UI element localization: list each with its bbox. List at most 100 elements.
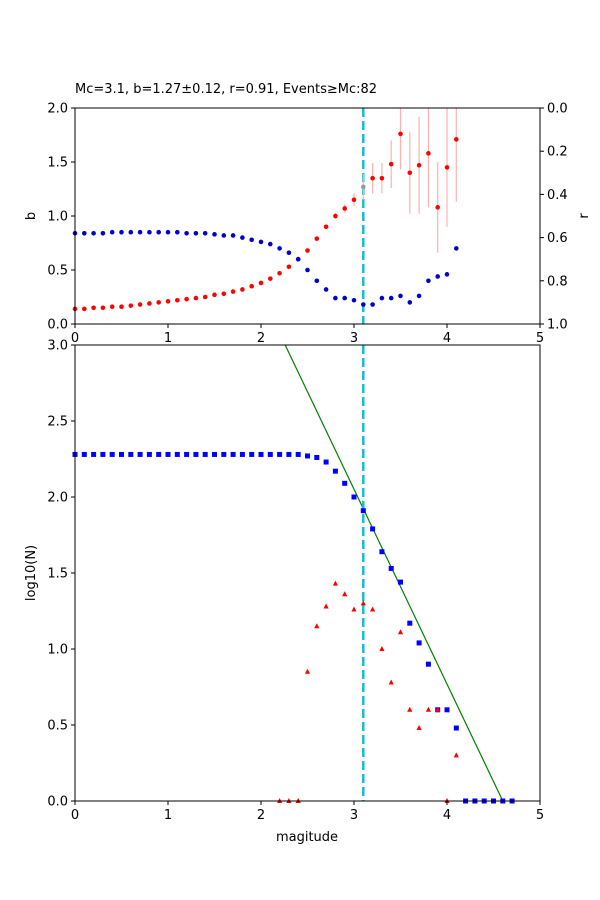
top-y-tick-label: 2.0: [47, 102, 68, 117]
noncumulative-count-point: [342, 591, 348, 597]
top-x-tick-label: 3: [350, 331, 358, 346]
top-x-tick-label: 0: [71, 331, 79, 346]
b-value-point: [100, 305, 106, 311]
cumulative-count-point: [128, 451, 134, 457]
cumulative-count-point: [230, 451, 236, 457]
b-value-point: [379, 175, 385, 181]
top-right-y-tick-label: 0.2: [547, 145, 568, 160]
top-y-tick-label: 1.0: [47, 210, 68, 225]
cumulative-count-point: [109, 451, 115, 457]
cumulative-count-point: [342, 480, 348, 486]
r-value-point: [361, 302, 366, 307]
b-value-point: [91, 305, 96, 311]
cumulative-count-point: [332, 468, 338, 474]
r-value-point: [370, 302, 375, 307]
b-value-point: [212, 292, 217, 298]
bottom-y-tick-label: 2.5: [47, 415, 68, 430]
b-value-point: [342, 206, 348, 211]
b-value-point: [388, 161, 394, 167]
top-x-tick-label: 2: [257, 331, 265, 346]
top-x-ticks: 0 1 2 3 4 5: [71, 324, 544, 346]
bottom-y-tick-label: 0.5: [47, 719, 68, 734]
bottom-x-tick-label: 2: [257, 808, 265, 823]
b-value-point: [454, 137, 459, 142]
cumulative-count-point: [360, 508, 366, 514]
noncumulative-count-point: [370, 606, 376, 612]
r-value-point: [221, 233, 227, 238]
cumulative-count-point: [137, 451, 143, 457]
bottom-x-tick-label: 0: [71, 808, 79, 823]
r-value-point: [109, 229, 115, 235]
top-y-tick-label: 1.5: [47, 156, 68, 171]
noncumulative-count-point: [407, 706, 413, 712]
cumulative-count-point: [277, 451, 283, 457]
cumulative-count-point: [165, 451, 171, 457]
cumulative-count-point: [398, 579, 403, 585]
b-value-point: [184, 296, 189, 302]
b-value-point: [435, 205, 441, 210]
noncumulative-count-point: [416, 725, 422, 731]
cumulative-count-point: [146, 451, 152, 457]
top-marks: [72, 108, 459, 324]
r-value-point: [379, 295, 385, 301]
cumulative-count-point: [416, 640, 422, 646]
noncumulative-count-point: [453, 752, 459, 758]
top-x-tick-label: 4: [443, 331, 451, 346]
top-x-tick-label: 1: [164, 331, 172, 346]
r-value-point: [435, 274, 441, 279]
noncumulative-count-point: [314, 623, 320, 629]
r-value-point: [202, 230, 208, 236]
r-value-point: [286, 250, 292, 256]
bottom-panel: 0 1 2 3 4 5 0.0 0.5 1.0 1.5 2.0 2.5 3.0 magitude lo…: [24, 339, 544, 846]
bottom-y-tick-label: 0.0: [47, 795, 68, 810]
b-value-point: [249, 283, 254, 289]
r-value-point: [407, 300, 413, 305]
cumulative-count-point: [100, 451, 106, 457]
r-value-point: [268, 241, 273, 247]
r-value-point: [388, 295, 394, 301]
top-right-y-tick-label: 0.4: [547, 188, 568, 203]
cumulative-count-point: [305, 453, 310, 459]
bottom-x-tick-label: 5: [536, 808, 544, 823]
gr-fit-line: [284, 344, 504, 802]
noncumulative-count-point: [360, 600, 366, 606]
r-value-point: [333, 295, 338, 301]
noncumulative-count-point: [425, 706, 431, 712]
r-value-point: [305, 267, 310, 273]
cumulative-count-point: [184, 451, 190, 457]
r-value-point: [119, 229, 124, 235]
b-value-point: [165, 299, 171, 304]
cumulative-count-point: [370, 526, 376, 532]
b-value-point: [119, 304, 124, 310]
noncumulative-count-point: [379, 646, 385, 651]
bottom-y-tick-label: 3.0: [47, 339, 68, 354]
top-right-y-tick-label: 0.0: [547, 102, 568, 117]
cumulative-count-point: [388, 565, 394, 571]
cumulative-count-point: [323, 459, 329, 465]
r-value-point: [240, 235, 245, 240]
cumulative-count-point: [351, 494, 357, 500]
r-value-point: [342, 295, 348, 301]
cumulative-count-point: [91, 451, 97, 457]
top-y-ticks: 0.0 0.5 1.0 1.5 2.0: [47, 102, 75, 333]
cumulative-count-point: [249, 451, 255, 457]
r-value-point: [212, 232, 217, 237]
b-value-point: [351, 197, 357, 203]
cumulative-count-point: [119, 451, 124, 457]
b-value-point: [258, 280, 264, 286]
cumulative-count-point: [314, 454, 320, 460]
noncumulative-count-point: [323, 603, 329, 609]
top-y-axis-label: b: [24, 212, 39, 220]
cumulative-count-point: [444, 707, 450, 713]
r-value-point: [277, 246, 282, 251]
b-value-point: [444, 165, 450, 170]
bottom-y-ticks: 0.0 0.5 1.0 1.5 2.0 2.5 3.0: [47, 339, 75, 810]
cumulative-count-point: [239, 451, 245, 457]
cumulative-count-point: [407, 620, 413, 626]
r-value-point: [351, 297, 357, 303]
r-value-point: [184, 230, 189, 236]
cumulative-count-point: [258, 451, 264, 457]
cumulative-count-point: [202, 451, 208, 457]
b-value-point: [305, 248, 310, 253]
